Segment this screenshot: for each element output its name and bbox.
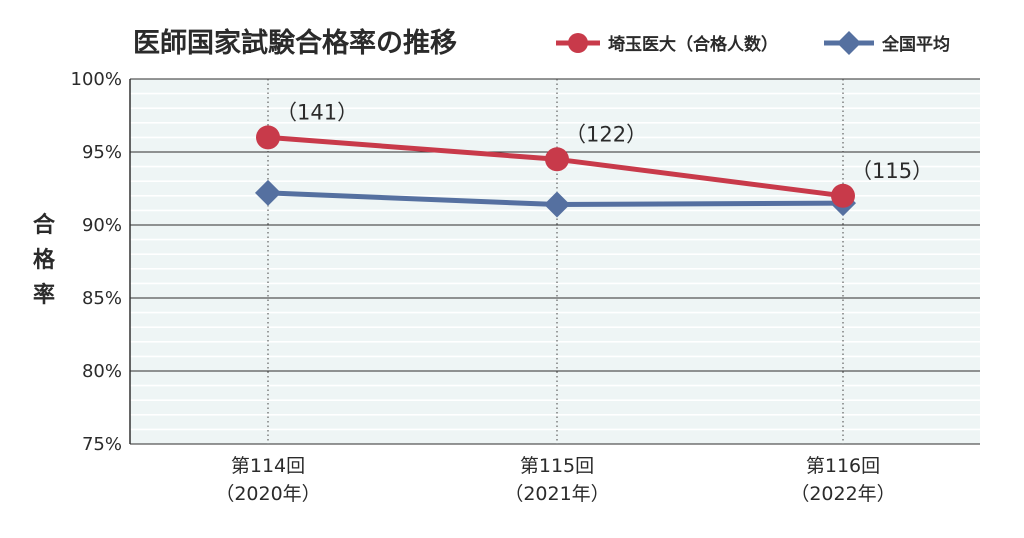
y-tick-label: 100%: [71, 69, 122, 90]
x-tick-label: 第114回: [231, 455, 305, 477]
y-tick-label: 95%: [82, 142, 122, 163]
y-tick-label: 75%: [82, 434, 122, 455]
x-tick-label: （2020年）: [215, 483, 320, 505]
data-label: （115）: [851, 159, 933, 183]
legend-label-saitama: 埼玉医大（合格人数）: [608, 34, 778, 55]
y-axis-label: 合格率: [33, 212, 56, 308]
y-axis-label-char: 合: [33, 212, 56, 238]
y-axis-label-char: 率: [33, 282, 55, 308]
data-label: （141）: [276, 100, 358, 124]
data-point: [831, 183, 855, 208]
legend-marker-national: [837, 31, 861, 55]
legend-label-national: 全国平均: [881, 34, 950, 55]
chart-title: 医師国家試験合格率の推移: [133, 27, 457, 59]
x-tick-label: 第116回: [806, 455, 880, 477]
data-point: [544, 191, 570, 218]
x-tick-label: （2021年）: [504, 483, 609, 505]
y-tick-labels: 75% 80% 85% 90% 95% 100%: [71, 69, 122, 455]
x-tick-label: 第115回: [520, 455, 594, 477]
legend: 埼玉医大（合格人数） 全国平均: [556, 31, 950, 55]
y-axis-label-char: 格: [33, 247, 56, 273]
x-tick-label: （2022年）: [790, 483, 895, 505]
data-point: [255, 179, 281, 206]
y-tick-label: 80%: [82, 361, 122, 382]
data-point: [545, 147, 569, 172]
series-layer: （141） （122） （115）: [255, 100, 933, 218]
legend-marker-saitama: [568, 33, 588, 53]
data-label: （122）: [565, 122, 647, 146]
y-tick-label: 85%: [82, 288, 122, 309]
x-tick-labels: 第114回 （2020年） 第115回 （2021年） 第116回 （2022年）: [215, 455, 895, 505]
y-tick-label: 90%: [82, 215, 122, 236]
data-point: [256, 125, 280, 150]
